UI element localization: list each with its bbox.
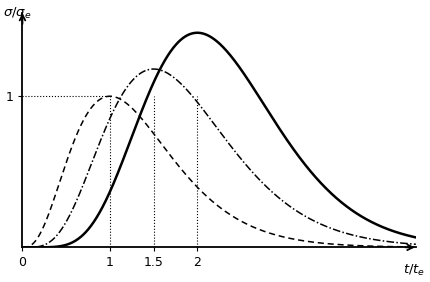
Text: $\sigma/\sigma_e$: $\sigma/\sigma_e$ <box>3 6 32 21</box>
Text: $t/t_e$: $t/t_e$ <box>402 263 424 277</box>
